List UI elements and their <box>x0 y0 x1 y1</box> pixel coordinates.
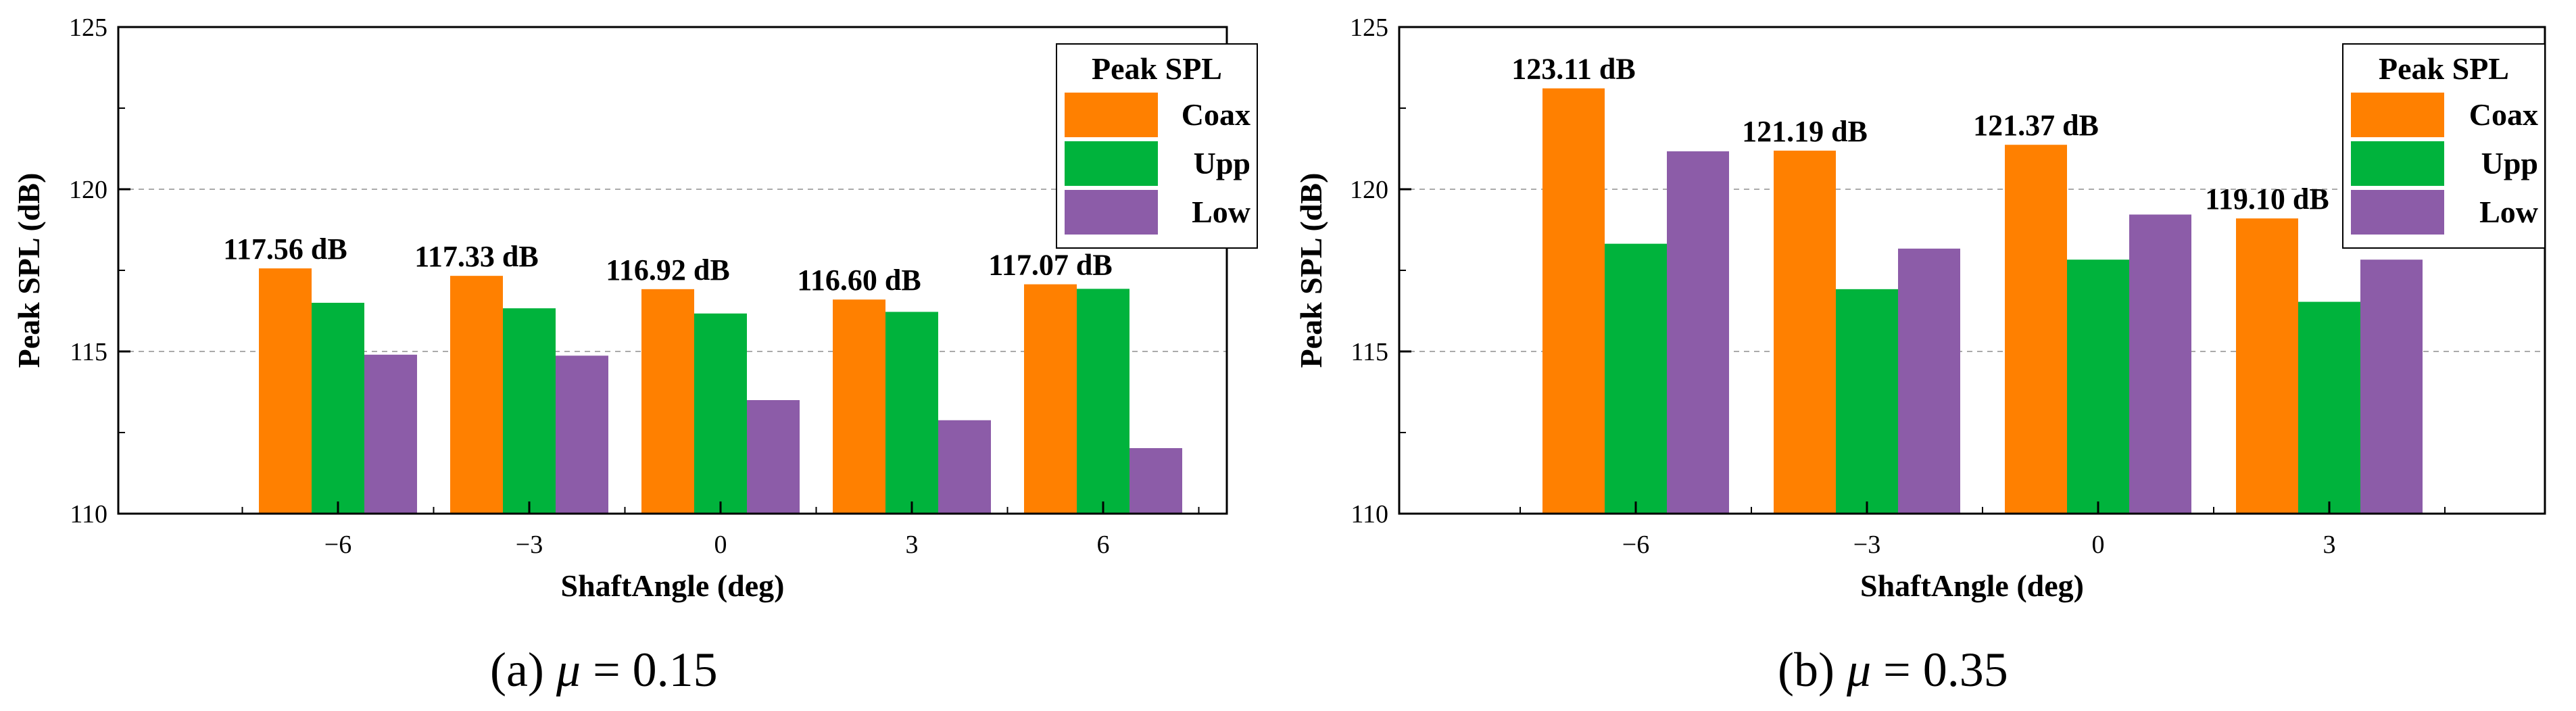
legend-swatch-coax <box>1065 93 1158 137</box>
legend-swatch-upp <box>2351 141 2444 186</box>
caption-label: (a) <box>490 643 556 697</box>
bar-low-4 <box>1129 448 1182 514</box>
caption-value: = 0.15 <box>581 643 718 697</box>
caption-symbol: μ <box>556 643 581 697</box>
bar-upp-1 <box>503 308 556 514</box>
bar-upp-3 <box>885 312 938 514</box>
bar-low-1 <box>556 356 608 514</box>
bar-coax-0 <box>1542 88 1605 514</box>
x-tick-label: −6 <box>1622 531 1649 559</box>
bar-upp-2 <box>2067 260 2129 514</box>
legend: Peak SPL Coax Upp Low <box>2342 43 2546 249</box>
bar-low-0 <box>1667 151 1729 514</box>
data-label-2: 121.37 dB <box>1973 109 2099 142</box>
legend-title: Peak SPL <box>2379 51 2509 86</box>
bar-low-2 <box>747 400 800 514</box>
bar-coax-4 <box>1024 284 1077 514</box>
x-tick-label: 0 <box>714 531 727 559</box>
x-tick-label: −3 <box>516 531 543 559</box>
y-tick-label: 120 <box>69 176 107 204</box>
y-tick-label: 115 <box>1351 338 1388 366</box>
bar-coax-3 <box>833 299 885 514</box>
y-axis-label: Peak SPL (dB) <box>1294 173 1328 368</box>
data-label-4: 117.07 dB <box>988 249 1112 282</box>
y-tick-label: 125 <box>69 14 107 42</box>
data-label-3: 119.10 dB <box>2205 182 2329 216</box>
y-tick-label: 120 <box>1350 176 1388 204</box>
panel-a: 110 115 120 125 −6 −3 0 3 6 ShaftAngle (deg) Peak … <box>11 14 1258 697</box>
legend-label-coax: Coax <box>2469 97 2538 132</box>
caption-value: = 0.35 <box>1871 643 2008 697</box>
legend-label-coax: Coax <box>1182 97 1250 132</box>
panel-caption: (b) μ = 0.35 <box>1778 643 2008 697</box>
legend-label-low: Low <box>1192 195 1250 229</box>
legend-title: Peak SPL <box>1092 51 1222 86</box>
bar-upp-1 <box>1836 289 1898 514</box>
data-label-3: 116.60 dB <box>797 264 921 297</box>
x-tick-label: 3 <box>2323 531 2336 559</box>
data-label-2: 116.92 dB <box>606 253 729 287</box>
x-tick-label: 0 <box>2092 531 2105 559</box>
bar-low-2 <box>2129 214 2191 514</box>
y-tick-label: 110 <box>70 500 107 529</box>
data-label-1: 121.19 dB <box>1742 115 1868 148</box>
bar-coax-0 <box>259 268 312 514</box>
data-label-1: 117.33 dB <box>414 240 538 273</box>
bar-upp-0 <box>312 303 364 514</box>
bar-coax-1 <box>450 276 503 514</box>
legend: Peak SPL Coax Upp Low <box>1056 43 1258 249</box>
bar-low-3 <box>2360 260 2423 514</box>
bar-low-3 <box>938 420 991 514</box>
caption-label: (b) <box>1778 643 1847 697</box>
data-label-0: 123.11 dB <box>1511 53 1635 86</box>
x-axis-label: ShaftAngle (deg) <box>561 568 785 603</box>
legend-swatch-low <box>1065 190 1158 235</box>
bar-coax-3 <box>2236 218 2298 514</box>
y-tick-label: 115 <box>70 338 107 366</box>
legend-label-upp: Upp <box>1194 146 1250 180</box>
bar-upp-4 <box>1077 289 1129 514</box>
legend-swatch-coax <box>2351 93 2444 137</box>
legend-swatch-low <box>2351 190 2444 235</box>
bar-low-0 <box>364 354 417 514</box>
bar-coax-2 <box>641 289 694 514</box>
bar-low-1 <box>1898 248 1960 514</box>
y-tick-label: 125 <box>1350 14 1388 42</box>
bar-coax-1 <box>1774 150 1836 514</box>
legend-label-upp: Upp <box>2481 146 2538 180</box>
y-axis-label: Peak SPL (dB) <box>11 173 46 368</box>
legend-swatch-upp <box>1065 141 1158 186</box>
bar-upp-0 <box>1605 243 1667 514</box>
caption-symbol: μ <box>1846 643 1871 697</box>
x-tick-label: −3 <box>1853 531 1880 559</box>
bar-upp-3 <box>2298 301 2360 514</box>
x-tick-label: 3 <box>906 531 919 559</box>
legend-label-low: Low <box>2479 195 2538 229</box>
x-tick-label: −6 <box>324 531 351 559</box>
bar-upp-2 <box>694 313 747 514</box>
panel-caption: (a) μ = 0.15 <box>490 643 718 697</box>
x-tick-label: 6 <box>1097 531 1110 559</box>
panel-b: 110 115 120 125 −6 −3 0 3 ShaftAngle (deg) Peak S… <box>1294 14 2546 697</box>
data-label-0: 117.56 dB <box>223 232 347 266</box>
x-axis-label: ShaftAngle (deg) <box>1860 568 2084 603</box>
bar-coax-2 <box>2005 145 2067 514</box>
y-tick-label: 110 <box>1351 500 1388 529</box>
